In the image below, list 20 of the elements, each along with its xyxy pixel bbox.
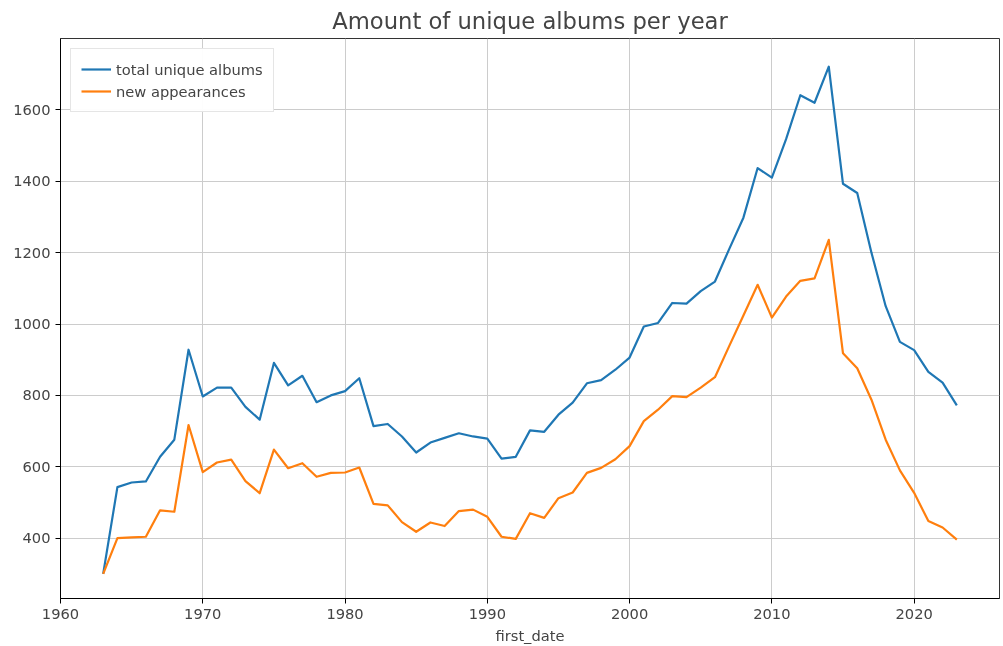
y-tick-label: 1600 [13, 100, 51, 118]
y-tick-label: 1200 [13, 243, 51, 261]
x-axis-title: first_date [495, 626, 565, 644]
x-tick-label: 2020 [895, 604, 933, 622]
x-tick-label: 2010 [753, 604, 791, 622]
legend-label: new appearances [116, 82, 246, 100]
x-tick-label: 1960 [41, 604, 80, 622]
legend-label: total unique albums [116, 60, 263, 78]
line-series [102, 65, 958, 575]
y-tick-label: 1400 [13, 172, 51, 190]
y-tick-label: 600 [22, 457, 51, 475]
x-tick-label: 1980 [326, 604, 364, 622]
y-tick-label: 800 [22, 386, 51, 404]
y-tick-label: 1000 [13, 315, 51, 333]
y-tick-label: 400 [22, 529, 51, 547]
line-series [102, 238, 958, 575]
x-tick-label: 2000 [610, 604, 649, 622]
x-tick-label: 1970 [184, 604, 222, 622]
chart-title: Amount of unique albums per year [332, 7, 729, 34]
x-tick-label: 1990 [468, 604, 506, 622]
